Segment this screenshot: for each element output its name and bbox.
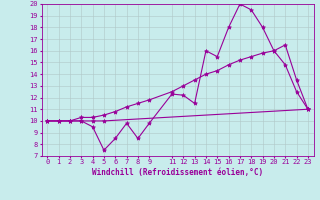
X-axis label: Windchill (Refroidissement éolien,°C): Windchill (Refroidissement éolien,°C) [92, 168, 263, 177]
